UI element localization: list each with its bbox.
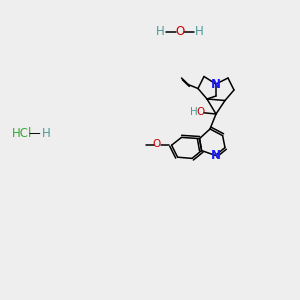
Text: H: H xyxy=(42,127,51,140)
Text: N: N xyxy=(210,149,220,162)
Text: H: H xyxy=(156,25,165,38)
Text: O: O xyxy=(176,25,184,38)
Text: O: O xyxy=(196,107,205,117)
Text: —: — xyxy=(28,127,40,140)
Text: N: N xyxy=(211,77,221,91)
Text: H: H xyxy=(195,25,204,38)
Text: O: O xyxy=(152,139,161,149)
Text: HCl: HCl xyxy=(12,127,33,140)
Text: H: H xyxy=(190,107,198,117)
